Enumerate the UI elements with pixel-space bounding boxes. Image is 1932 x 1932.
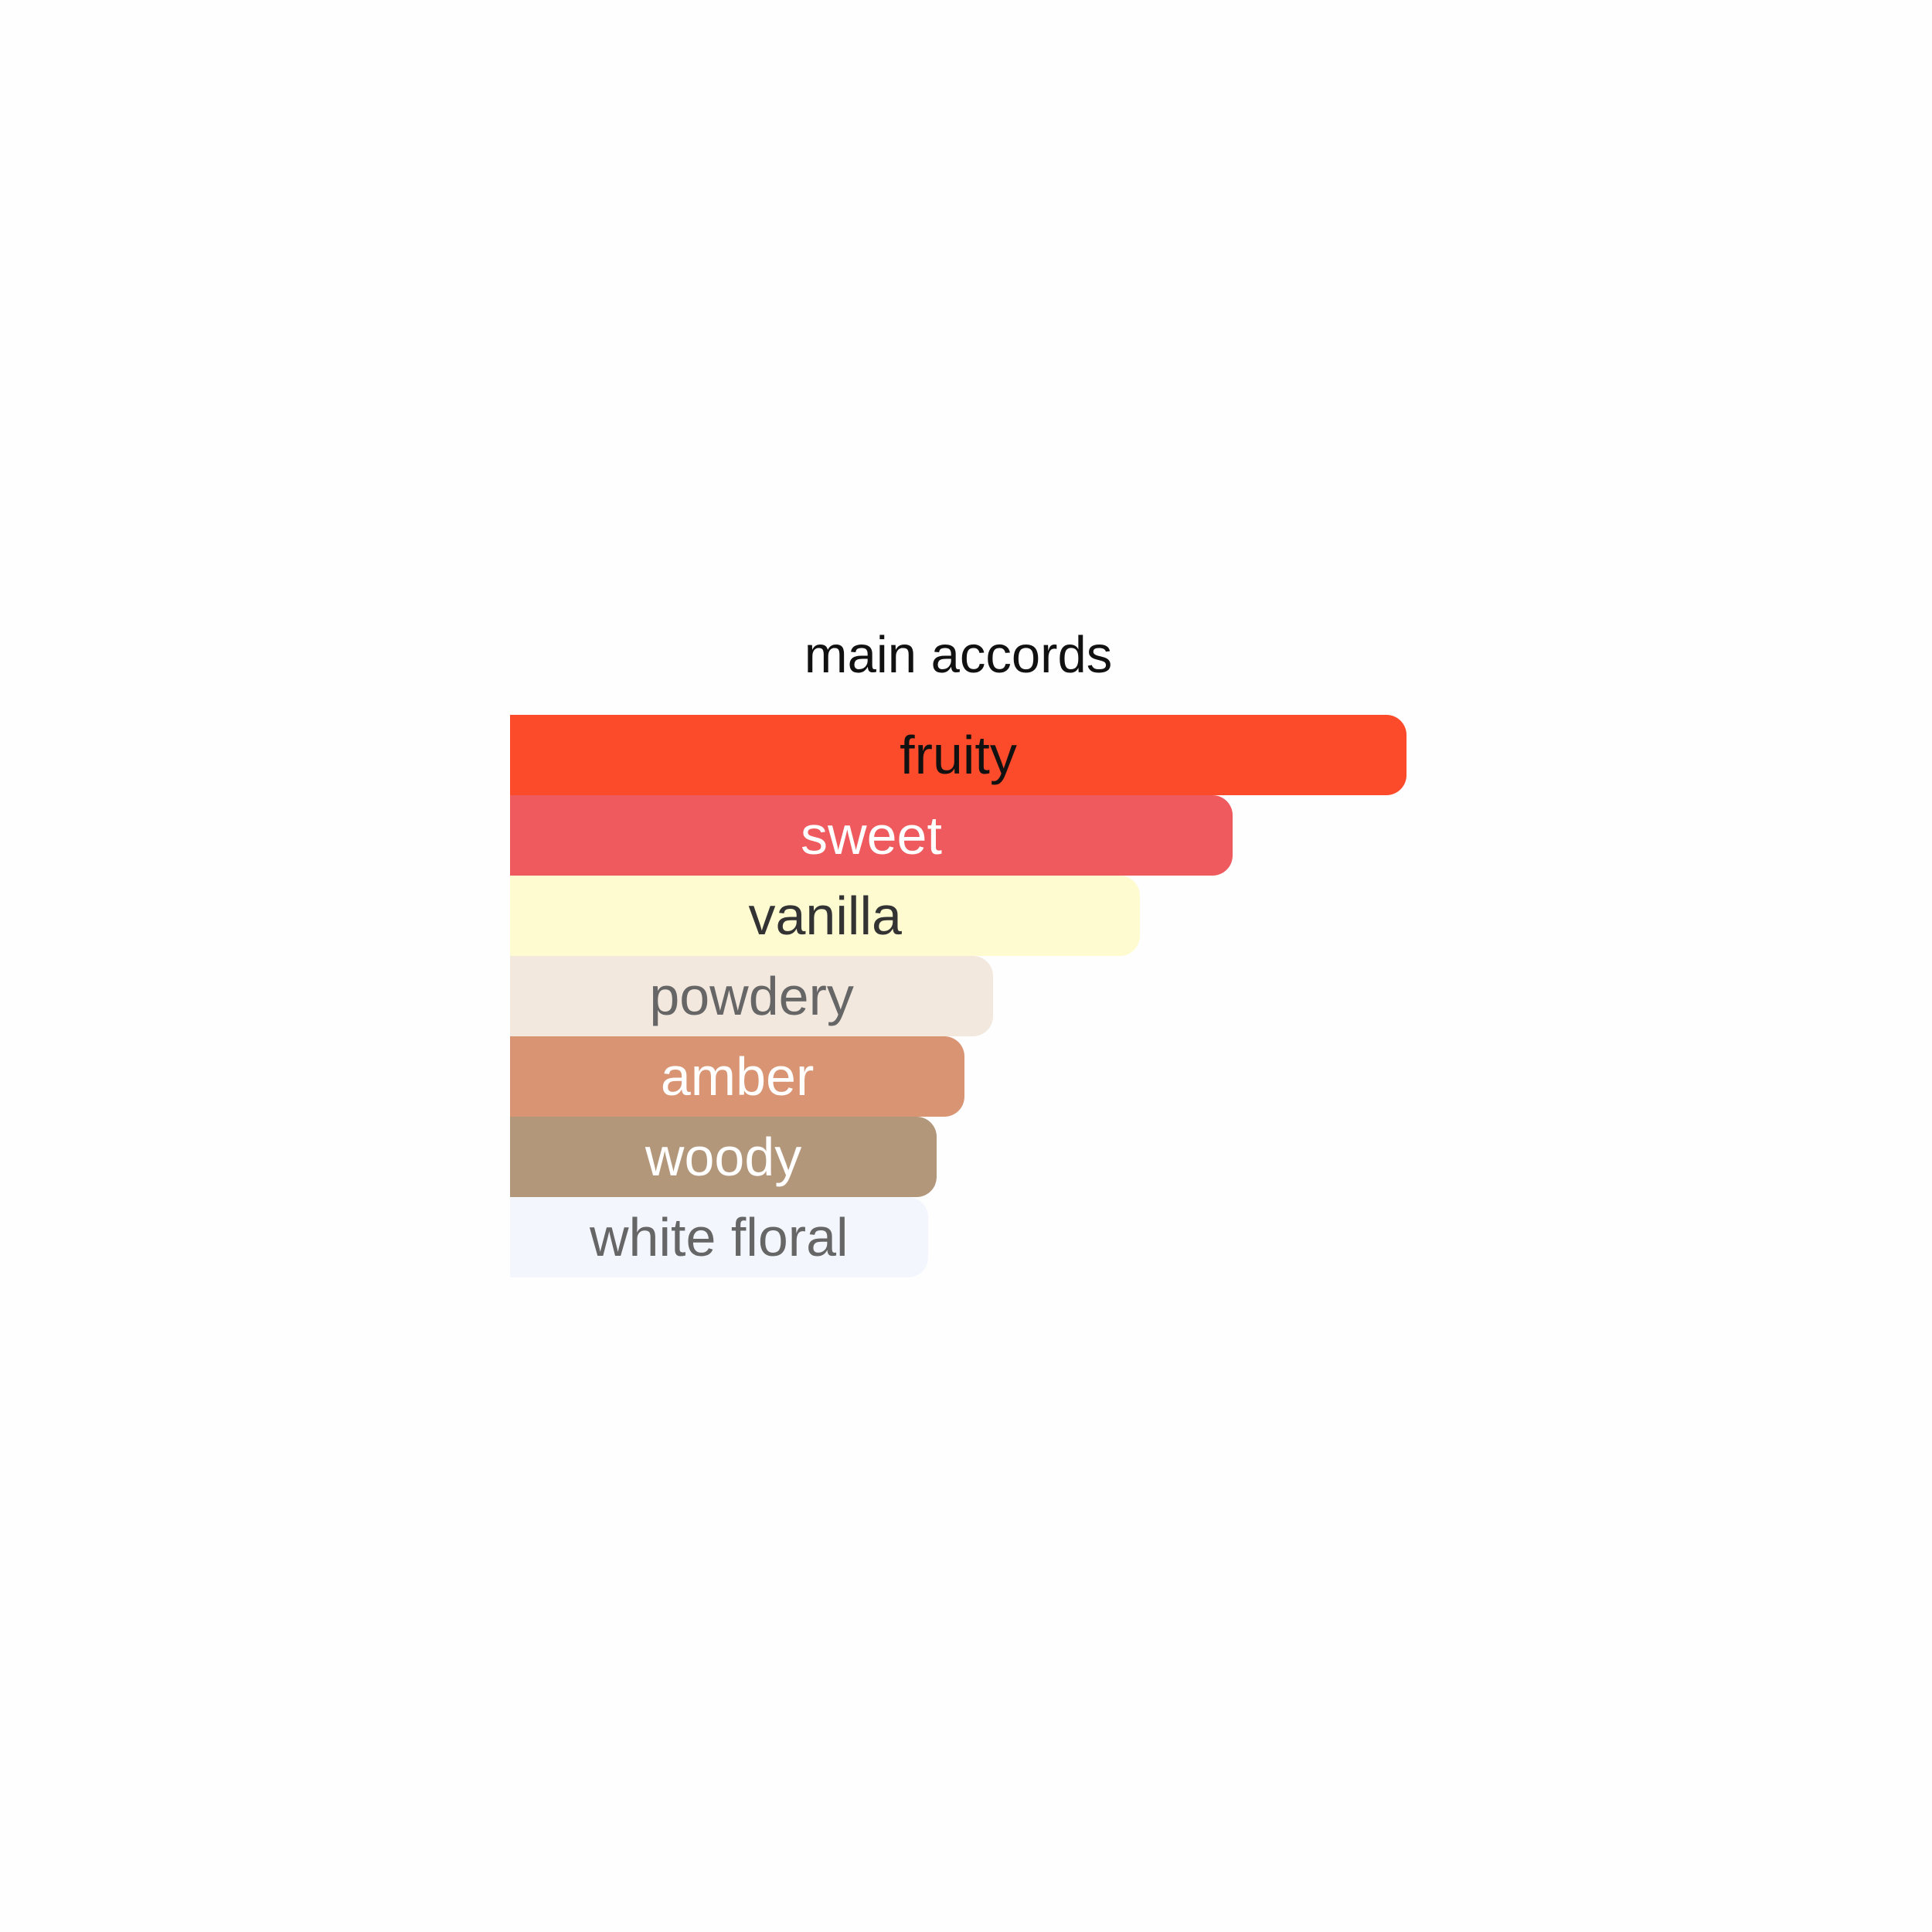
- bar-amber: amber: [510, 1036, 965, 1117]
- bar-woody: woody: [510, 1117, 937, 1197]
- bar-label: amber: [660, 1046, 815, 1107]
- bar-label: powdery: [649, 966, 854, 1026]
- bar-label: sweet: [801, 805, 942, 866]
- bar-powdery: powdery: [510, 956, 994, 1036]
- bar-label: woody: [645, 1127, 802, 1187]
- bar-fruity: fruity: [510, 715, 1406, 795]
- bar-white-floral: white floral: [510, 1197, 928, 1277]
- bar-label: vanilla: [748, 886, 902, 946]
- bar-sweet: sweet: [510, 795, 1233, 876]
- bar-label: fruity: [900, 725, 1017, 785]
- chart-title: main accords: [804, 626, 1113, 684]
- bar-vanilla: vanilla: [510, 876, 1141, 956]
- bar-label: white floral: [589, 1207, 849, 1267]
- bars-container: fruity sweet vanilla powdery amber woody white…: [510, 715, 1437, 1277]
